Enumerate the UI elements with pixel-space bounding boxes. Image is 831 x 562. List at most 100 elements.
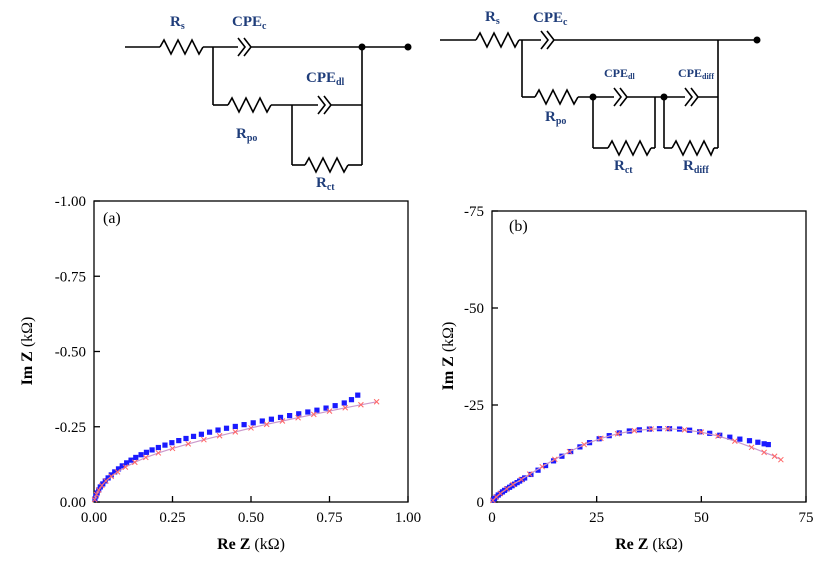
cpe-dl-symbol xyxy=(315,95,334,115)
chart-a-y-axis-title: Im Z(kΩ) xyxy=(19,317,36,386)
chart-b-data-point-square xyxy=(542,462,549,469)
chart-a-data-point-x xyxy=(342,404,349,411)
chart-b-data-point-square xyxy=(717,432,723,438)
chart-b-data-point-x xyxy=(778,456,784,463)
chart-a-data-point-square xyxy=(341,400,347,406)
chart-b-data-point-x xyxy=(497,490,504,497)
chart-a-data-point-square xyxy=(250,420,256,426)
chart-a-data-point-square xyxy=(259,418,265,424)
label-rct-left: Rct xyxy=(316,175,335,193)
chart-a-data-point-x xyxy=(142,454,149,461)
cpe-c-symbol xyxy=(235,37,254,57)
chart-a-data-point-x xyxy=(201,436,207,443)
chart-b-data-point-x xyxy=(748,444,755,451)
chart-a-data-point-x xyxy=(103,478,109,484)
label-cpe-c-right: CPEc xyxy=(533,10,568,28)
chart-a-data-point-square xyxy=(215,427,221,433)
circuit-right xyxy=(440,30,757,157)
chart-a-data-point-x xyxy=(93,491,100,498)
chart-b-data-point-x xyxy=(698,429,705,436)
chart-b-y-tick-label: -25 xyxy=(464,398,484,414)
chart-a-data-point-square xyxy=(223,425,230,431)
chart-a-data-point-square xyxy=(348,397,355,403)
chart-a-data-point-x xyxy=(155,450,162,456)
chart-a-data-point-square xyxy=(296,411,302,417)
chart-a-data-point-square xyxy=(105,475,111,481)
chart-b-data-point-x xyxy=(648,426,654,432)
label-rpo-right: Rpo xyxy=(545,109,566,127)
chart-b-panel-label: (b) xyxy=(509,218,528,235)
resistor-rpo-symbol-right xyxy=(534,88,579,106)
chart-a-data-point-x xyxy=(373,398,380,405)
chart-b-data-point-square xyxy=(755,439,761,445)
chart-b-data-point-x xyxy=(631,427,638,434)
chart-b-data-point-square xyxy=(727,434,733,440)
chart-a-data-point-x xyxy=(326,408,333,414)
cpe-dl-symbol-right xyxy=(612,87,630,107)
resistor-rct-symbol xyxy=(304,156,349,174)
chart-a-data-point-square xyxy=(112,469,118,475)
chart-b-y-axis-title: Im Z(kΩ) xyxy=(440,322,457,391)
chart-b-data-point-x xyxy=(526,471,533,477)
chart-a-data-point-x xyxy=(263,421,270,428)
chart-a-y-tick-label: -0.50 xyxy=(55,345,86,361)
chart-b-data-point-x xyxy=(731,438,738,444)
label-rpo-left: Rpo xyxy=(236,126,257,144)
chart-a-data-point-x xyxy=(216,432,223,439)
circuit-right-node-1 xyxy=(589,93,597,101)
chart-a-data-point-x xyxy=(131,459,138,466)
chart-b-x-tick-label: 25 xyxy=(589,510,604,526)
chart-a-data-point-square xyxy=(287,413,293,419)
chart-b-data-point-square xyxy=(535,467,541,473)
chart-a-x-tick-label: 0.00 xyxy=(81,510,107,526)
chart-a-data-point-x xyxy=(295,414,301,421)
chart-b-data-point-square xyxy=(707,430,713,436)
chart-a-data-point-x xyxy=(310,411,317,418)
chart-a-data-point-square xyxy=(305,409,311,415)
label-rs-left: Rs xyxy=(170,14,185,32)
resistor-rct-symbol-right xyxy=(607,139,652,157)
chart-b-y-tick-label: 0 xyxy=(477,495,485,511)
chart-a-data-point-square xyxy=(277,414,284,421)
chart-a: (a) 0.00 0.25 0.50 0.75 1.00 0.00 -0.25 -0.50 -0… xyxy=(19,194,421,553)
chart-a-data-point-square xyxy=(155,444,161,451)
chart-b-data-point-x xyxy=(614,430,621,437)
chart-a-data-point-square xyxy=(232,423,238,430)
chart-a-data-point-x xyxy=(95,487,102,493)
chart-b-data-point-x xyxy=(581,441,587,448)
cpe-diff-symbol-right xyxy=(683,87,701,107)
chart-a-data-point-square xyxy=(190,433,197,439)
chart-b-data-point-x xyxy=(681,426,688,433)
chart-a-panel-label: (a) xyxy=(103,210,121,227)
circuit-right-node-2 xyxy=(660,93,668,101)
chart-b: (b) 0 25 50 75 0 -25 -50 -75 Re Z (kΩ) Im Z(kΩ) xyxy=(440,204,814,553)
chart-b-data-point-x xyxy=(771,453,778,460)
resistor-rs-symbol-right xyxy=(475,31,520,49)
label-rs-right: Rs xyxy=(485,9,500,27)
chart-b-data-point-square xyxy=(528,471,534,478)
chart-b-data-point-square xyxy=(765,441,771,448)
chart-b-x-tick-label: 0 xyxy=(488,510,496,526)
chart-a-data-point-square xyxy=(206,429,213,435)
chart-a-data-point-square xyxy=(355,392,361,398)
chart-a-data-point-x xyxy=(114,469,121,475)
chart-a-data-point-x xyxy=(358,401,364,408)
chart-b-data-point-x xyxy=(715,433,721,439)
chart-a-data-point-square xyxy=(143,449,150,455)
chart-a-data-point-x xyxy=(108,473,115,480)
chart-b-x-tick-label: 75 xyxy=(799,510,814,526)
chart-a-data-point-square xyxy=(332,403,338,409)
chart-a-data-point-square xyxy=(133,454,139,461)
chart-a-y-tick-label: -1.00 xyxy=(55,194,86,210)
chart-b-x-axis-title: Re Z (kΩ) xyxy=(615,536,683,553)
chart-a-data-point-x xyxy=(98,482,105,489)
label-cpe-c-left: CPEc xyxy=(232,14,267,32)
chart-a-data-point-square xyxy=(162,442,168,448)
circuit-left xyxy=(125,37,408,174)
chart-a-data-point-square xyxy=(323,405,329,411)
chart-a-data-point-x xyxy=(91,496,98,503)
chart-b-data-point-x xyxy=(566,448,573,455)
chart-a-data-point-square xyxy=(119,463,125,469)
chart-b-data-point-x xyxy=(510,481,516,488)
chart-a-ticks: 0.00 0.25 0.50 0.75 1.00 0.00 -0.25 -0.50 -0.75 -… xyxy=(55,194,421,526)
